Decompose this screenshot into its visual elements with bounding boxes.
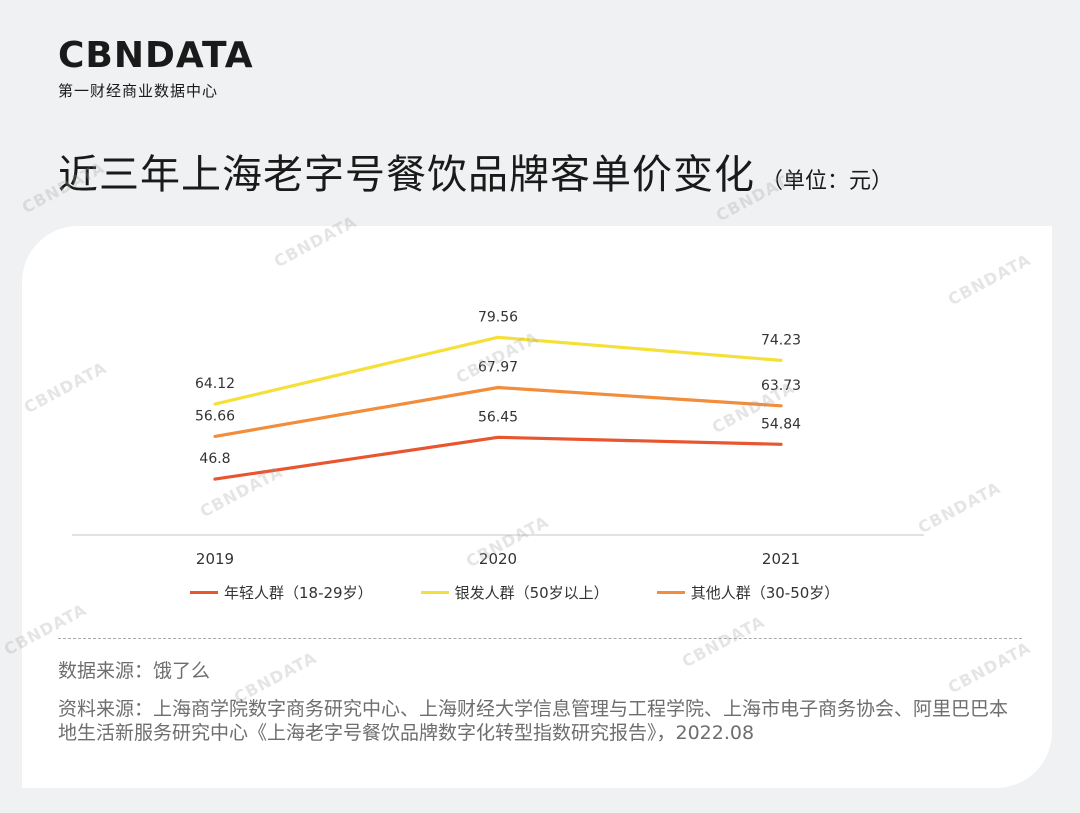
- data-label: 67.97: [478, 360, 518, 376]
- legend-item: 其他人群（30-50岁）: [656, 582, 840, 603]
- legend-swatch: [656, 591, 685, 594]
- x-tick-label: 2020: [479, 550, 517, 568]
- data-source: 数据来源：饿了么: [58, 660, 211, 682]
- series-line-1: [213, 335, 783, 406]
- material-source: 资料来源：上海商学院数字商务研究中心、上海财经大学信息管理与工程学院、上海市电子…: [58, 698, 1009, 744]
- data-label: 79.56: [478, 309, 518, 325]
- legend-label: 银发人群（50岁以上）: [454, 584, 609, 602]
- legend-label: 其他人群（30-50岁）: [690, 584, 840, 602]
- dashed-divider: [58, 638, 1022, 639]
- title-row: 近三年上海老字号餐饮品牌客单价变化 （单位：元）: [58, 142, 893, 200]
- chart-title: 近三年上海老字号餐饮品牌客单价变化: [58, 152, 755, 198]
- x-tick-label: 2021: [762, 550, 800, 568]
- data-label: 46.8: [199, 451, 230, 467]
- chart-card: [22, 226, 1052, 788]
- series-line-2: [213, 385, 783, 438]
- legend-label: 年轻人群（18-29岁）: [224, 584, 373, 602]
- series-line-0: [213, 435, 783, 481]
- data-label: 63.73: [761, 378, 801, 394]
- data-label: 74.23: [761, 332, 801, 348]
- chart-unit: （单位：元）: [761, 169, 894, 194]
- legend-swatch: [420, 591, 449, 594]
- x-tick-label: 2019: [196, 550, 234, 568]
- legend-item: 年轻人群（18-29岁）: [190, 582, 373, 603]
- legend-swatch: [190, 591, 218, 594]
- data-label: 56.45: [478, 409, 518, 425]
- data-label: 64.12: [195, 376, 235, 392]
- logo-subtitle: 第一财经商业数据中心: [58, 82, 219, 100]
- logo: CBNDATA 第一财经商业数据中心: [58, 36, 254, 101]
- data-label: 56.66: [195, 408, 235, 424]
- data-label: 54.84: [761, 416, 801, 432]
- legend-item: 银发人群（50岁以上）: [420, 582, 609, 603]
- chart-legend: 年轻人群（18-29岁） 银发人群（50岁以上） 其他人群（30-50岁）: [190, 582, 887, 603]
- logo-mark: CBNDATA: [58, 35, 254, 76]
